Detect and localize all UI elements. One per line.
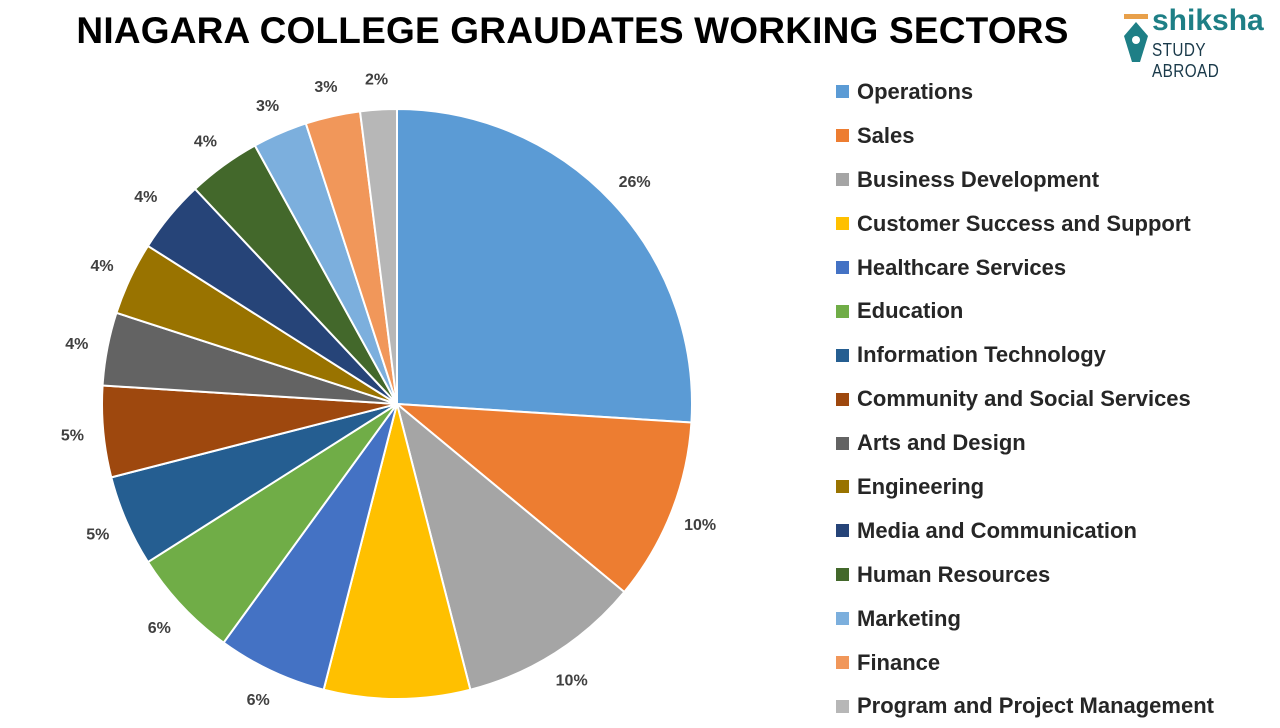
legend-item: Finance [836, 641, 1214, 685]
legend-label: Customer Success and Support [857, 210, 1191, 236]
legend-item: Education [836, 289, 1214, 333]
legend-swatch [836, 656, 849, 670]
legend-label: Program and Project Management [857, 693, 1214, 719]
pie-slice-operations [396, 107, 693, 424]
legend-item: Information Technology [836, 333, 1214, 377]
pie-slice-sales [393, 402, 693, 594]
legend-swatch [836, 568, 849, 582]
logo-sub: STUDY ABROAD [1152, 40, 1220, 81]
data-label: 4% [134, 189, 157, 206]
legend-item: Customer Success and Support [836, 202, 1214, 246]
chart-title: NIAGARA COLLEGE GRAUDATES WORKING SECTOR… [76, 10, 1069, 51]
legend-swatch [836, 524, 849, 538]
legend-label: Sales [857, 122, 915, 148]
legend-swatch [836, 217, 849, 231]
data-label: 10% [684, 517, 716, 534]
data-label: 4% [65, 336, 88, 353]
legend-label: Education [857, 298, 964, 324]
pen-nib-icon [1124, 14, 1148, 62]
legend-item: Operations [836, 70, 1214, 114]
legend-swatch [836, 85, 849, 99]
legend-item: Healthcare Services [836, 246, 1214, 290]
legend-item: Community and Social Services [836, 377, 1214, 421]
legend-label: Finance [857, 649, 941, 675]
pie-slice-customer-success-and-support [322, 403, 472, 700]
data-label: 4% [90, 258, 113, 275]
legend-swatch [836, 173, 849, 187]
legend-item: Human Resources [836, 553, 1214, 597]
legend-swatch [836, 392, 849, 406]
data-label: 5% [61, 428, 84, 445]
data-label: 6% [247, 692, 270, 709]
data-label: 26% [619, 174, 651, 191]
legend-swatch [836, 129, 849, 143]
legend-swatch [836, 699, 849, 713]
data-label: 6% [148, 620, 171, 637]
legend-swatch [836, 304, 849, 318]
pie-slice-program-and-project-management [358, 107, 398, 405]
legend-item: Marketing [836, 597, 1214, 641]
data-label: 2% [365, 72, 388, 89]
legend-label: Healthcare Services [857, 254, 1067, 280]
legend-label: Community and Social Services [857, 386, 1191, 412]
data-label: 3% [314, 79, 337, 96]
data-label: 10% [556, 672, 588, 689]
legend-swatch [836, 436, 849, 450]
legend-label: Marketing [857, 605, 961, 631]
legend-swatch [836, 348, 849, 362]
legend-swatch [836, 612, 849, 626]
legend-item: Media and Communication [836, 509, 1214, 553]
legend-label: Human Resources [857, 561, 1051, 587]
pie-slice-business-development [395, 401, 626, 691]
data-label: 4% [194, 133, 217, 150]
data-label: 5% [86, 526, 109, 543]
legend-swatch [836, 261, 849, 274]
legend-item: Engineering [836, 465, 1214, 509]
legend-label: Operations [857, 78, 974, 104]
legend-label: Information Technology [857, 342, 1106, 368]
shiksha-logo: shiksha STUDY ABROAD [1120, 4, 1275, 81]
legend-item: Business Development [836, 158, 1214, 202]
data-label: 3% [256, 98, 279, 115]
logo-brand: shiksha [1152, 4, 1264, 37]
legend-label: Business Development [857, 166, 1100, 192]
legend-label: Arts and Design [857, 430, 1026, 456]
legend-item: Program and Project Management [836, 684, 1214, 728]
legend-item: Arts and Design [836, 421, 1214, 465]
legend-label: Engineering [857, 473, 985, 499]
legend-swatch [836, 480, 849, 494]
legend: Operations Sales Business Development Custo… [836, 70, 1214, 728]
pie-chart: 26%10%10%8%6%6%5%5%4%4%4%4%3%3%2% [61, 72, 716, 709]
legend-label: Media and Communication [857, 517, 1137, 543]
legend-item: Sales [836, 114, 1214, 158]
